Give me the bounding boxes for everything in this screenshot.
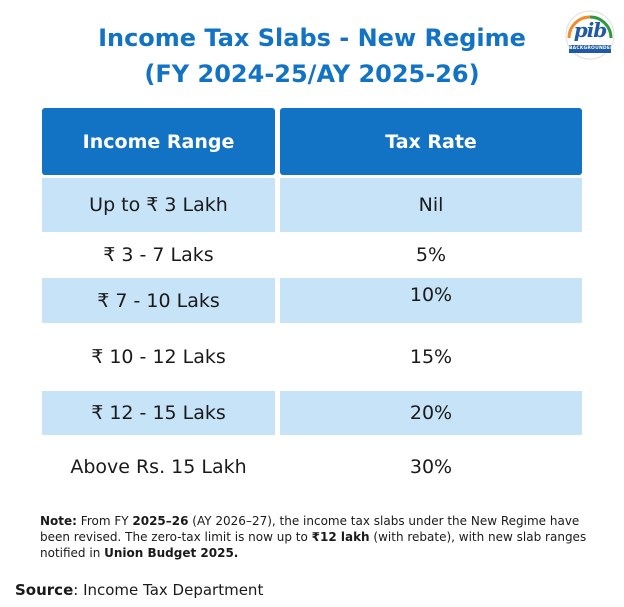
title-line-1: Income Tax Slabs - New Regime <box>98 24 526 52</box>
header-income-range-label: Income Range <box>82 130 235 153</box>
logo-word: pib <box>573 18 608 42</box>
table-row: ₹ 7 - 10 Laks 10% <box>42 278 582 323</box>
note-label: Note: <box>40 514 77 528</box>
table-row: Above Rs. 15 Lakh 30% <box>42 435 582 499</box>
title-line-2: (FY 2024-25/AY 2025-26) <box>144 60 480 88</box>
table-row: ₹ 12 - 15 Laks 20% <box>42 391 582 435</box>
note-text-1: From FY <box>76 514 133 528</box>
note-text: Note: From FY 2025–26 (AY 2026–27), the … <box>40 513 600 561</box>
tax-rate-cell: 20% <box>280 391 582 435</box>
header-income-range: Income Range <box>42 108 275 175</box>
source-text: : Income Tax Department <box>73 581 264 599</box>
tax-rate-cell: 5% <box>280 232 582 278</box>
logo-band: BACKGROUNDERS <box>569 45 611 53</box>
income-range-cell: Up to ₹ 3 Lakh <box>42 178 275 232</box>
note-limit: ₹12 lakh <box>311 530 370 544</box>
source-line: Source: Income Tax Department <box>15 581 263 599</box>
source-label: Source <box>15 581 74 599</box>
table-row: ₹ 10 - 12 Laks 15% <box>42 323 582 391</box>
tax-rate-cell: 30% <box>280 435 582 499</box>
table-row: Up to ₹ 3 Lakh Nil <box>42 178 582 232</box>
note-budget: Union Budget 2025. <box>104 546 239 560</box>
pib-logo-icon: pib BACKGROUNDERS <box>563 8 617 62</box>
header-tax-rate: Tax Rate <box>280 108 582 175</box>
income-range-cell: Above Rs. 15 Lakh <box>42 435 275 499</box>
page-title: Income Tax Slabs - New Regime (FY 2024-2… <box>0 20 624 92</box>
income-range-cell: ₹ 3 - 7 Laks <box>42 232 275 278</box>
note-fy: 2025–26 <box>132 514 189 528</box>
income-range-cell: ₹ 7 - 10 Laks <box>42 278 275 323</box>
note-text-3: (with rebate), with new slab ranges noti… <box>40 530 587 560</box>
income-range-cell: ₹ 12 - 15 Laks <box>42 391 275 435</box>
income-range-cell: ₹ 10 - 12 Laks <box>42 323 275 391</box>
tax-rate-cell: 15% <box>280 323 582 391</box>
logo-arc-icon <box>565 10 615 60</box>
tax-rate-cell: Nil <box>280 178 582 232</box>
header-tax-rate-label: Tax Rate <box>385 130 477 153</box>
tax-rate-cell: 10% <box>280 278 582 323</box>
table-row: ₹ 3 - 7 Laks 5% <box>42 232 582 278</box>
note-text-2: (AY 2026–27), the income tax slabs under… <box>40 514 580 544</box>
